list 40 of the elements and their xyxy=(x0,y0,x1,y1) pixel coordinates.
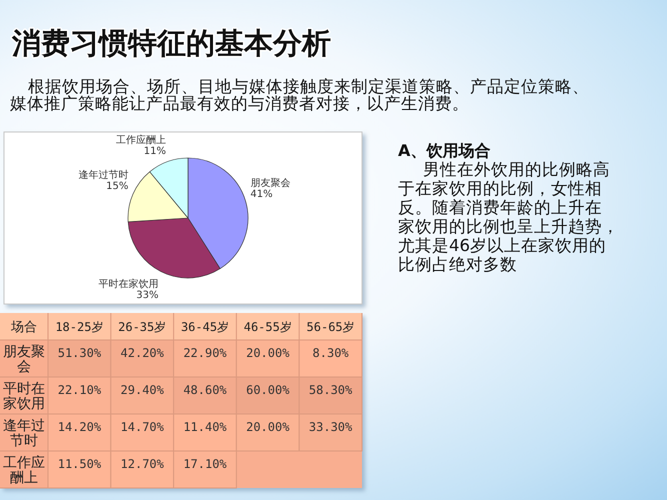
data-label: 11.50% xyxy=(58,457,102,471)
text: A、饮用场合 xyxy=(398,141,490,160)
x-tick-label: 18-25岁 xyxy=(55,320,104,334)
y-tick-label: 工作应酬上 xyxy=(3,455,45,486)
chart-subtitle: 根据饮用场合、场所、目地与媒体接触度来制定渠道策略、产品定位策略、媒体推广策略能让产品最有效的与消费者对接，以产生消费。 xyxy=(10,77,590,113)
data-label: 11% xyxy=(144,146,166,157)
y-axis-title: 场合 xyxy=(10,320,37,335)
x-tick-label: 46-55岁 xyxy=(244,320,292,334)
data-label: 33% xyxy=(136,290,158,301)
x-tick-label: 56-65岁 xyxy=(306,320,355,334)
data-label: 33.30% xyxy=(308,420,354,434)
data-label: 48.60% xyxy=(183,383,228,397)
y-tick-label: 逢年过节时 xyxy=(3,418,45,449)
y-tick-label: 朋友聚会 xyxy=(3,344,45,375)
data-label: 29.40% xyxy=(120,383,165,397)
data-label: 60.00% xyxy=(246,383,290,397)
text: 男性在外饮用的比例略高于在家饮用的比例，女性相反。随着消费年龄的上升在家饮用的比例也呈上升趋势，尤其是46岁以上在家饮用的比例占绝对多数 xyxy=(398,160,619,274)
data-label: 22.90% xyxy=(183,346,228,360)
chart-title: 消费习惯特征的基本分析 xyxy=(11,26,331,60)
data-label: 8.30% xyxy=(312,346,350,360)
data-label: 20.00% xyxy=(246,420,290,434)
y-tick-label: 平时在家饮用 xyxy=(3,381,45,412)
data-label: 14.70% xyxy=(120,420,165,434)
data-label: 17.10% xyxy=(183,457,228,471)
data-label: 22.10% xyxy=(58,383,102,397)
data-label: 58.30% xyxy=(308,383,354,397)
slice-label: 平时在家饮用 xyxy=(98,278,158,290)
data-label: 12.70% xyxy=(120,457,165,471)
data-label: 20.00% xyxy=(246,346,290,360)
data-label: 11.40% xyxy=(183,420,228,434)
slice-label: 工作应酬上 xyxy=(116,134,166,146)
data-label: 42.20% xyxy=(120,346,165,360)
data-label: 51.30% xyxy=(58,346,102,360)
slice-label: 逢年过节时 xyxy=(78,169,128,182)
x-tick-label: 36-45岁 xyxy=(180,320,230,334)
data-label: 41% xyxy=(250,188,273,200)
x-tick-label: 26-35岁 xyxy=(118,320,166,334)
slice-label: 朋友聚会 xyxy=(250,176,290,189)
data-label: 15% xyxy=(106,181,128,192)
data-label: 14.20% xyxy=(58,420,102,434)
